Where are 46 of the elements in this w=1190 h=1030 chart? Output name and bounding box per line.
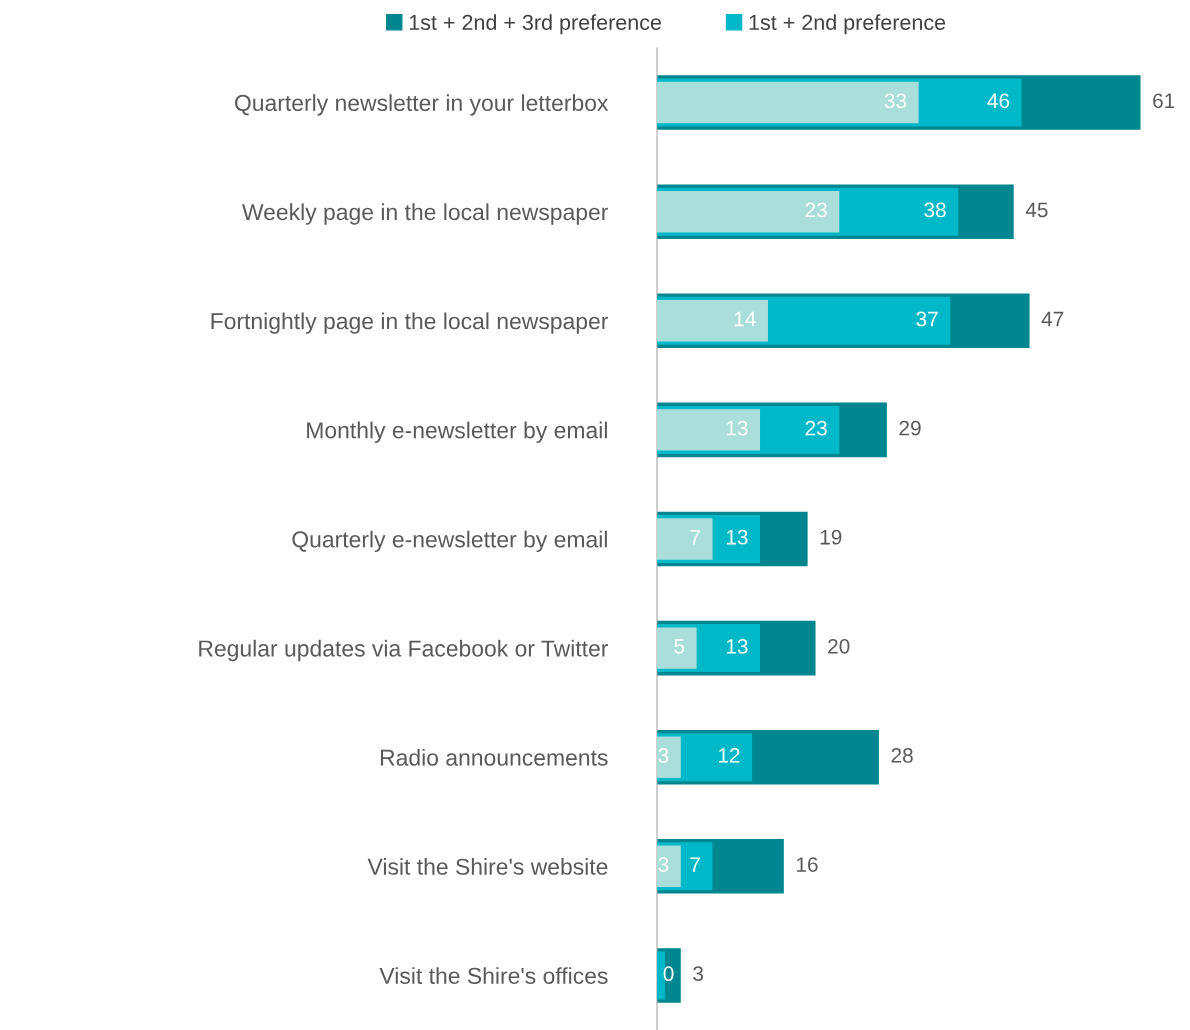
data-label: 23 <box>805 202 827 218</box>
y-tick-label: Visit the Shire's website <box>367 858 608 875</box>
bar <box>657 736 681 778</box>
data-label: 46 <box>987 93 1010 109</box>
y-tick-label: Monthly e-newsletter by email <box>307 421 607 443</box>
data-label: 14 <box>734 311 756 327</box>
data-label: 45 <box>1025 202 1048 218</box>
bar <box>657 300 768 342</box>
data-label: 47 <box>1041 311 1064 327</box>
data-label: 16 <box>796 857 818 872</box>
bar <box>657 518 713 560</box>
data-label: 3 <box>658 857 669 872</box>
data-label: 3 <box>658 748 669 763</box>
y-tick-label: Quarterly newsletter in your letterbox <box>235 94 609 116</box>
bar <box>657 190 840 233</box>
bar <box>657 81 919 124</box>
legend-label: 1st + 2nd + 3rd preference <box>409 14 661 35</box>
data-label: 0 <box>663 966 674 982</box>
data-label: 20 <box>828 638 850 654</box>
data-label: 7 <box>690 857 700 872</box>
bar <box>657 845 681 888</box>
bar <box>657 409 761 451</box>
data-label: 33 <box>884 93 907 109</box>
data-label: 28 <box>891 748 913 763</box>
y-tick-label: Fortnightly page in the local newspaper <box>211 312 609 334</box>
data-label: 23 <box>805 420 827 436</box>
bar <box>657 627 697 669</box>
data-label: 13 <box>726 638 748 654</box>
bar <box>657 951 665 1000</box>
data-label: 5 <box>674 639 685 654</box>
y-tick-label: Quarterly e-newsletter by email <box>292 530 607 553</box>
data-label: 19 <box>820 529 842 545</box>
data-label: 37 <box>916 311 938 327</box>
legend-label: 1st + 2nd preference <box>749 14 946 35</box>
data-label: 61 <box>1153 93 1175 109</box>
data-label: 13 <box>726 420 748 436</box>
y-tick-label: Radio announcements <box>380 748 608 766</box>
data-label: 7 <box>690 530 700 545</box>
data-label: 29 <box>899 420 921 436</box>
y-tick-label: Visit the Shire's offices <box>379 967 608 984</box>
data-label: 12 <box>718 748 740 763</box>
data-label: 3 <box>693 966 704 982</box>
data-label: 13 <box>726 529 748 545</box>
data-label: 38 <box>924 202 946 218</box>
y-tick-label: Regular updates via Facebook or Twitter <box>199 639 609 662</box>
y-tick-label: Weekly page in the local newspaper <box>242 203 609 225</box>
